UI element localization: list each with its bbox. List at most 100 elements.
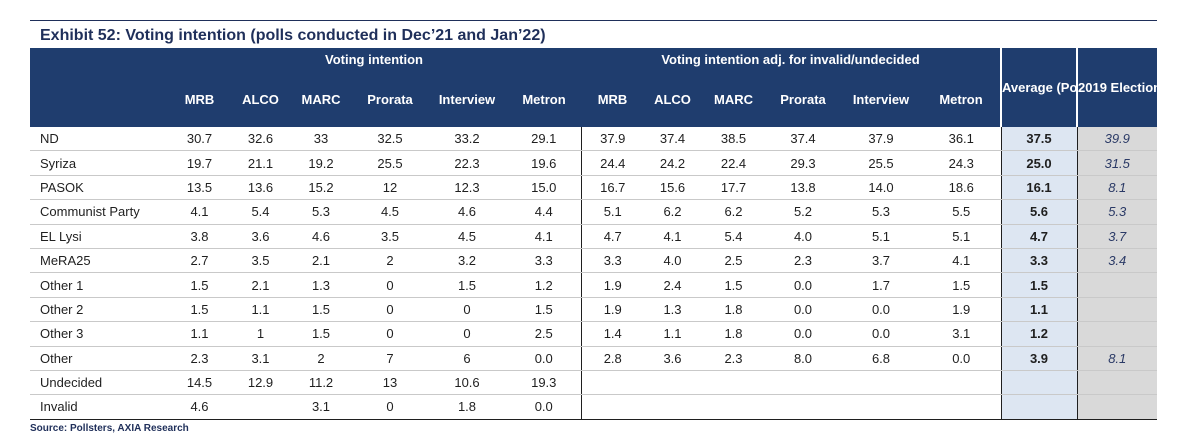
raw-prorata-cell: 7 xyxy=(353,346,427,371)
raw-alco-cell: 13.6 xyxy=(232,175,289,201)
adj-interview-cell: 37.9 xyxy=(840,127,922,152)
column-header-raw-marc: MARC xyxy=(289,71,353,127)
raw-alco-cell: 3.6 xyxy=(232,224,289,249)
average-cell: 1.5 xyxy=(1000,272,1077,298)
adj-metron-cell: 1.9 xyxy=(922,297,1001,323)
raw-marc-cell: 4.6 xyxy=(289,224,353,249)
adj-mrb-cell: 1.9 xyxy=(580,272,644,298)
adj-mrb-cell: 4.7 xyxy=(580,224,644,249)
adj-prorata-cell: 13.8 xyxy=(766,175,840,201)
raw-mrb-cell: 4.1 xyxy=(167,199,232,225)
average-cell: 5.6 xyxy=(1000,199,1077,225)
raw-interview-cell: 0 xyxy=(427,297,507,323)
adj-interview-cell: 25.5 xyxy=(840,150,922,176)
raw-alco-cell: 21.1 xyxy=(232,150,289,176)
average-cell xyxy=(1000,394,1077,420)
adj-marc-cell: 1.5 xyxy=(701,272,766,298)
adj-prorata-cell: 5.2 xyxy=(766,199,840,225)
raw-interview-cell: 33.2 xyxy=(427,127,507,152)
adj-interview-cell: 3.7 xyxy=(840,248,922,274)
adj-marc-cell: 6.2 xyxy=(701,199,766,225)
adj-marc-cell xyxy=(701,370,766,396)
raw-prorata-cell: 32.5 xyxy=(353,127,427,152)
elections-2019-cell xyxy=(1076,321,1157,347)
adj-metron-cell: 18.6 xyxy=(922,175,1001,201)
raw-metron-cell: 0.0 xyxy=(507,346,581,371)
adj-mrb-cell: 3.3 xyxy=(580,248,644,274)
adj-alco-cell: 15.6 xyxy=(644,175,701,201)
adj-interview-cell: 5.3 xyxy=(840,199,922,225)
adj-interview-cell: 0.0 xyxy=(840,297,922,323)
exhibit-title: Exhibit 52: Voting intention (polls cond… xyxy=(30,20,1157,48)
adj-alco-cell: 37.4 xyxy=(644,127,701,152)
table-row: Other 1 1.5 2.1 1.3 0 1.5 1.2 1.9 2.4 1.5 0.0 1.7 1.… xyxy=(30,272,1157,298)
group-header-adjusted: Voting intention adj. for invalid/undeci… xyxy=(581,48,1001,71)
adj-marc-cell xyxy=(701,394,766,420)
raw-prorata-cell: 0 xyxy=(353,272,427,298)
average-cell: 3.3 xyxy=(1000,248,1077,274)
adj-interview-cell: 6.8 xyxy=(840,346,922,371)
average-cell: 4.7 xyxy=(1000,224,1077,249)
adj-mrb-cell: 2.8 xyxy=(580,346,644,371)
table-row: Communist Party 4.1 5.4 5.3 4.5 4.6 4.4 5.1 6.2 6… xyxy=(30,199,1157,225)
raw-mrb-cell: 14.5 xyxy=(167,370,232,396)
raw-alco-cell: 5.4 xyxy=(232,199,289,225)
elections-2019-cell: 8.1 xyxy=(1076,175,1157,201)
column-header-raw-interview: Interview xyxy=(427,71,507,127)
adj-mrb-cell: 24.4 xyxy=(580,150,644,176)
raw-metron-cell: 15.0 xyxy=(507,175,581,201)
adj-marc-cell: 1.8 xyxy=(701,297,766,323)
raw-mrb-cell: 13.5 xyxy=(167,175,232,201)
adj-metron-cell xyxy=(922,394,1001,420)
raw-mrb-cell: 3.8 xyxy=(167,224,232,249)
table-row: Syriza 19.7 21.1 19.2 25.5 22.3 19.6 24.4 24.2 22… xyxy=(30,150,1157,176)
adj-prorata-cell: 0.0 xyxy=(766,321,840,347)
elections-2019-cell: 5.3 xyxy=(1076,199,1157,225)
raw-interview-cell: 4.6 xyxy=(427,199,507,225)
elections-2019-cell: 8.1 xyxy=(1076,346,1157,371)
column-header-raw-alco: ALCO xyxy=(232,71,289,127)
raw-prorata-cell: 0 xyxy=(353,297,427,323)
adj-interview-cell: 14.0 xyxy=(840,175,922,201)
raw-mrb-cell: 4.6 xyxy=(167,394,232,420)
column-header-adj-mrb: MRB xyxy=(581,71,644,127)
adj-marc-cell: 5.4 xyxy=(701,224,766,249)
raw-prorata-cell: 12 xyxy=(353,175,427,201)
column-header-elections: 2019 Elections xyxy=(1076,48,1157,127)
raw-mrb-cell: 2.7 xyxy=(167,248,232,274)
column-header-adj-marc: MARC xyxy=(701,71,766,127)
raw-metron-cell: 4.4 xyxy=(507,199,581,225)
adj-marc-cell: 22.4 xyxy=(701,150,766,176)
raw-metron-cell: 3.3 xyxy=(507,248,581,274)
raw-alco-cell: 32.6 xyxy=(232,127,289,152)
party-name-cell: Other xyxy=(30,346,167,371)
table-row: Invalid 4.6 3.1 0 1.8 0.0 xyxy=(30,394,1157,420)
raw-marc-cell: 5.3 xyxy=(289,199,353,225)
elections-2019-cell: 39.9 xyxy=(1076,127,1157,152)
table-row: EL Lysi 3.8 3.6 4.6 3.5 4.5 4.1 4.7 4.1 5.4 4.0 5.1… xyxy=(30,224,1157,249)
group-header-raw: Voting intention xyxy=(167,48,581,71)
adj-mrb-cell: 37.9 xyxy=(580,127,644,152)
raw-prorata-cell: 13 xyxy=(353,370,427,396)
header-blank xyxy=(30,48,167,71)
raw-interview-cell: 4.5 xyxy=(427,224,507,249)
raw-marc-cell: 11.2 xyxy=(289,370,353,396)
raw-alco-cell xyxy=(232,394,289,420)
average-cell: 1.1 xyxy=(1000,297,1077,323)
raw-prorata-cell: 25.5 xyxy=(353,150,427,176)
table-row: ND 30.7 32.6 33 32.5 33.2 29.1 37.9 37.4 38.5 37.4… xyxy=(30,127,1157,152)
adj-prorata-cell: 4.0 xyxy=(766,224,840,249)
adj-mrb-cell xyxy=(580,394,644,420)
table-row: Undecided 14.5 12.9 11.2 13 10.6 19.3 xyxy=(30,370,1157,396)
adj-interview-cell: 5.1 xyxy=(840,224,922,249)
column-header-row: MRB ALCO MARC Prorata Interview Metron M… xyxy=(30,71,1157,127)
raw-marc-cell: 19.2 xyxy=(289,150,353,176)
party-name-cell: EL Lysi xyxy=(30,224,167,249)
raw-prorata-cell: 3.5 xyxy=(353,224,427,249)
column-header-adj-prorata: Prorata xyxy=(766,71,840,127)
adj-alco-cell: 2.4 xyxy=(644,272,701,298)
raw-interview-cell: 10.6 xyxy=(427,370,507,396)
adj-alco-cell: 1.3 xyxy=(644,297,701,323)
raw-mrb-cell: 1.1 xyxy=(167,321,232,347)
raw-alco-cell: 2.1 xyxy=(232,272,289,298)
